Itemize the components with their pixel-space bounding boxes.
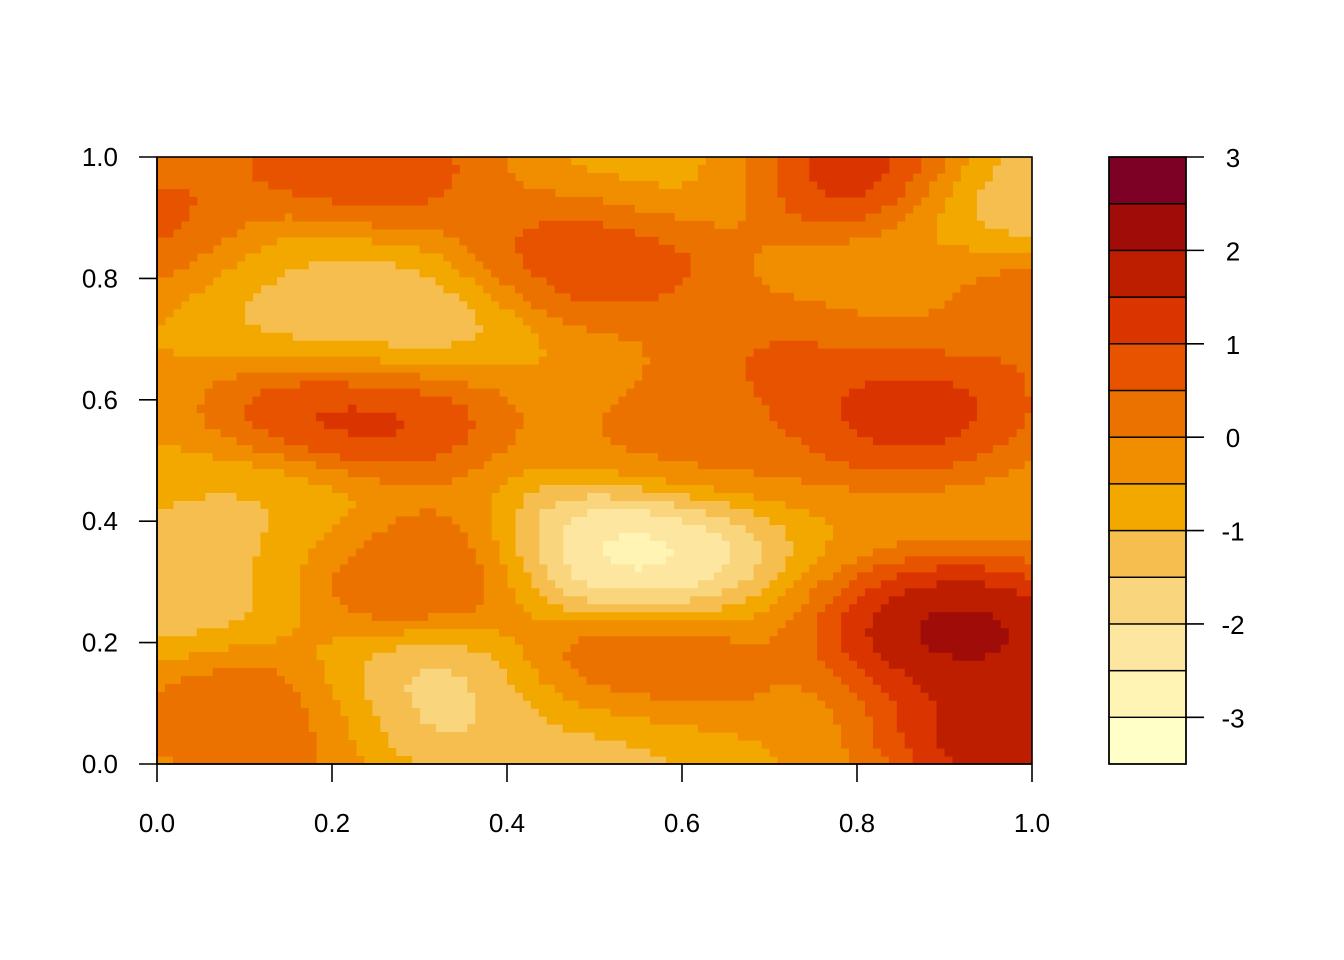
colorbar-swatch xyxy=(1108,156,1187,205)
colorbar-swatch xyxy=(1108,623,1187,672)
colorbar-swatch xyxy=(1108,576,1187,625)
contour-band-6 xyxy=(157,157,1032,764)
colorbar-frame xyxy=(1108,156,1187,765)
colorbar-swatch xyxy=(1108,436,1187,485)
x-tick-label: 0.4 xyxy=(489,808,525,838)
y-tick-label: 0.4 xyxy=(82,506,118,536)
x-tick-label: 1.0 xyxy=(1014,808,1050,838)
x-axis: 0.0 0.2 0.4 0.6 0.8 1.0 xyxy=(139,763,1050,838)
contour-band-1 xyxy=(602,532,675,573)
colorbar-swatch xyxy=(1108,202,1187,252)
colorbar-swatch xyxy=(1108,529,1187,578)
y-tick-label: 0.0 xyxy=(82,749,118,779)
y-tick-label: 0.8 xyxy=(82,263,118,293)
contour-band-9 xyxy=(316,157,1032,764)
colorbar-swatch xyxy=(1108,249,1187,298)
colorbar-legend: 3 2 1 0 -1 -2 -3 xyxy=(1108,143,1245,765)
x-tick-label: 0.0 xyxy=(139,808,175,838)
colorbar-swatch xyxy=(1108,389,1187,438)
plot-area xyxy=(157,157,1032,764)
colorbar-tick-label: -2 xyxy=(1221,610,1244,640)
y-tick-label: 1.0 xyxy=(82,142,118,172)
colorbar-tick-label: 1 xyxy=(1226,330,1240,360)
y-tick-label: 0.6 xyxy=(82,385,118,415)
contour-band-4 xyxy=(157,157,1032,764)
colorbar-tick-label: 0 xyxy=(1226,423,1240,453)
x-tick-label: 0.6 xyxy=(664,808,700,838)
contour-band-7 xyxy=(157,157,1032,764)
colorbar-tick-label: 2 xyxy=(1226,236,1240,266)
x-tick-label: 0.2 xyxy=(314,808,350,838)
x-tick-label: 0.8 xyxy=(839,808,875,838)
y-axis: 0.0 0.2 0.4 0.6 0.8 1.0 xyxy=(82,142,158,779)
contour-band-2 xyxy=(562,508,731,589)
colorbar-tick-label: 3 xyxy=(1226,143,1240,173)
colorbar-swatch xyxy=(1108,343,1187,392)
colorbar-tick-label: -1 xyxy=(1221,517,1244,547)
colorbar-swatch xyxy=(1108,716,1187,765)
colorbar-tick-label: -3 xyxy=(1221,703,1244,733)
contour-band-8 xyxy=(157,157,1032,764)
y-tick-label: 0.2 xyxy=(82,628,118,658)
contour-band-5 xyxy=(157,157,1032,764)
contour-band-10 xyxy=(864,580,1032,764)
colorbar-swatch xyxy=(1108,669,1187,719)
colorbar-swatch xyxy=(1108,296,1187,345)
contour-band-11 xyxy=(920,612,1009,661)
colorbar-swatch xyxy=(1108,483,1187,532)
